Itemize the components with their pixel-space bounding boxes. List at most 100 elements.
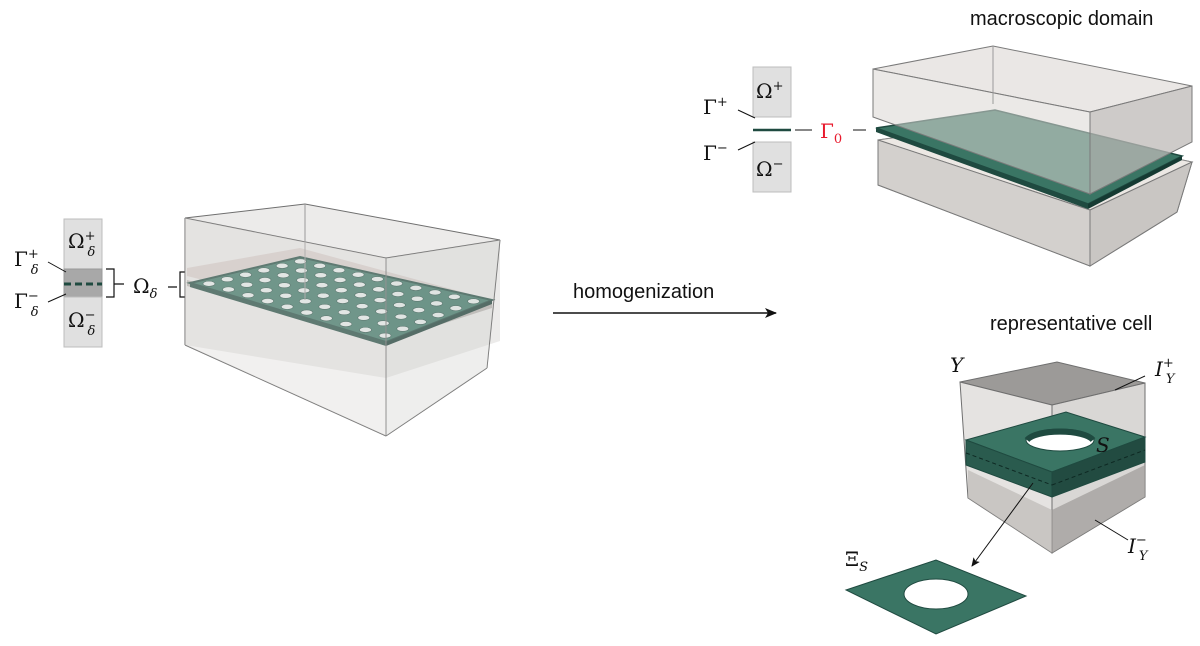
gamma-zero-label: Γ0 [820, 119, 842, 147]
xi-s-label: ΞS [845, 547, 868, 575]
i-minus-leader [1094, 519, 1129, 541]
xi-s-sheet [844, 559, 1028, 635]
layer-hole [275, 262, 289, 269]
cell-side-lower [1052, 465, 1145, 553]
layer-hole [336, 298, 350, 304]
layer-hole [409, 285, 423, 291]
layer-hole [296, 277, 309, 284]
layer-hole [335, 287, 348, 294]
omega-plus-region [752, 66, 792, 118]
interface-edge-side [1088, 156, 1182, 209]
layer-hole [257, 267, 271, 274]
gamma-minus-label: Γ− [703, 141, 728, 165]
bracket-omega-delta [168, 271, 185, 298]
omega-delta-plus-region [63, 218, 103, 270]
gamma-minus-leader [47, 293, 67, 303]
layer-hole [279, 292, 293, 299]
layer-hole [220, 276, 234, 283]
layer-hole [412, 307, 426, 313]
layer-hole [202, 280, 216, 287]
layer-hole [355, 303, 369, 310]
layer-hole [359, 326, 372, 333]
layer-hole [390, 280, 403, 287]
layer-hole [276, 272, 290, 279]
representative-cell-cube [959, 361, 1147, 567]
omega-plus-label: Ω+ [756, 79, 784, 103]
layer-hole [396, 325, 410, 332]
layer-hole [467, 298, 480, 305]
gamma-plus-label: Γ+ [703, 95, 728, 119]
gamma-minus-macro-leader [737, 141, 756, 151]
layer-hole [314, 272, 328, 279]
layer-hole [430, 300, 443, 307]
layer-hole [333, 277, 347, 283]
layer-hole [351, 271, 365, 278]
layer-hole [222, 286, 235, 293]
s-label: S [1096, 433, 1110, 457]
layer-hole [448, 293, 461, 300]
layer-hole [332, 267, 346, 274]
layer-hole [261, 298, 274, 304]
layer-hole [449, 305, 463, 312]
box-bottom-front [184, 344, 387, 437]
layer-hole [320, 315, 333, 322]
layer-hole [240, 281, 254, 288]
layer-hole [241, 292, 255, 299]
layer-hole [357, 314, 371, 321]
perforated-layer-edge [190, 283, 386, 346]
layer-hole [431, 312, 445, 318]
layer-hole [313, 262, 326, 269]
layer-holes [202, 258, 480, 339]
microscopic-domain-box [184, 203, 501, 437]
layer-hole [339, 321, 353, 327]
omega-delta-minus-region [63, 296, 103, 348]
layer-hole [371, 276, 384, 283]
layer-hole [414, 318, 427, 325]
layer-hole [316, 292, 330, 299]
layer-hole [353, 281, 366, 288]
layer-hole [315, 282, 329, 289]
omega-minus-region [752, 141, 792, 193]
cell-front-lower [968, 470, 1052, 553]
box-side-face [386, 240, 500, 436]
macroscopic-domain-box [872, 45, 1194, 267]
xi-sheet-hole [903, 578, 969, 610]
slab-mid-dash-front [965, 452, 1053, 486]
layer-hole [258, 277, 272, 283]
omega-delta-label: Ωδ [133, 274, 158, 302]
xi-arrow [971, 482, 1034, 567]
box-front-face [185, 218, 386, 436]
layer-hole [354, 292, 367, 299]
layer-hole [280, 303, 294, 310]
i-y-plus-label: I+ Y [1154, 356, 1176, 387]
macro-cross-section [737, 66, 866, 193]
slab-hole-inner [1024, 428, 1096, 443]
gamma-plus-leader [47, 261, 67, 273]
layer-hole [300, 309, 314, 316]
layer-hole [318, 303, 332, 310]
layer-hole [294, 258, 307, 265]
macroscopic-domain-title: macroscopic domain [970, 8, 1154, 30]
omega-delta-minus-label: Ω− δ [68, 308, 96, 339]
lower-block-side [1089, 161, 1193, 267]
upper-block-side [1089, 85, 1193, 195]
layer-hole [337, 309, 351, 316]
homogenization-label: homogenization [573, 281, 715, 303]
layer-hole [372, 286, 385, 293]
omega-delta-plus-label: Ω+ δ [68, 229, 96, 260]
i-plus-leader [1114, 375, 1146, 391]
gamma-delta-minus-label: Γ− δ [14, 289, 39, 320]
perforated-layer-edge-side [386, 300, 492, 346]
layer-hole [259, 287, 273, 294]
interface-edge-front [876, 128, 1088, 209]
layer-hole [378, 332, 392, 339]
layer-hole [278, 282, 291, 289]
slab-mid-dash-side [1051, 449, 1146, 486]
representative-cell-title: representative cell [990, 313, 1153, 335]
layer-hole [375, 308, 388, 315]
layer-hole [394, 313, 408, 320]
layer-hole [295, 267, 308, 274]
layer-hole [428, 289, 442, 296]
omega-minus-label: Ω− [756, 157, 784, 181]
